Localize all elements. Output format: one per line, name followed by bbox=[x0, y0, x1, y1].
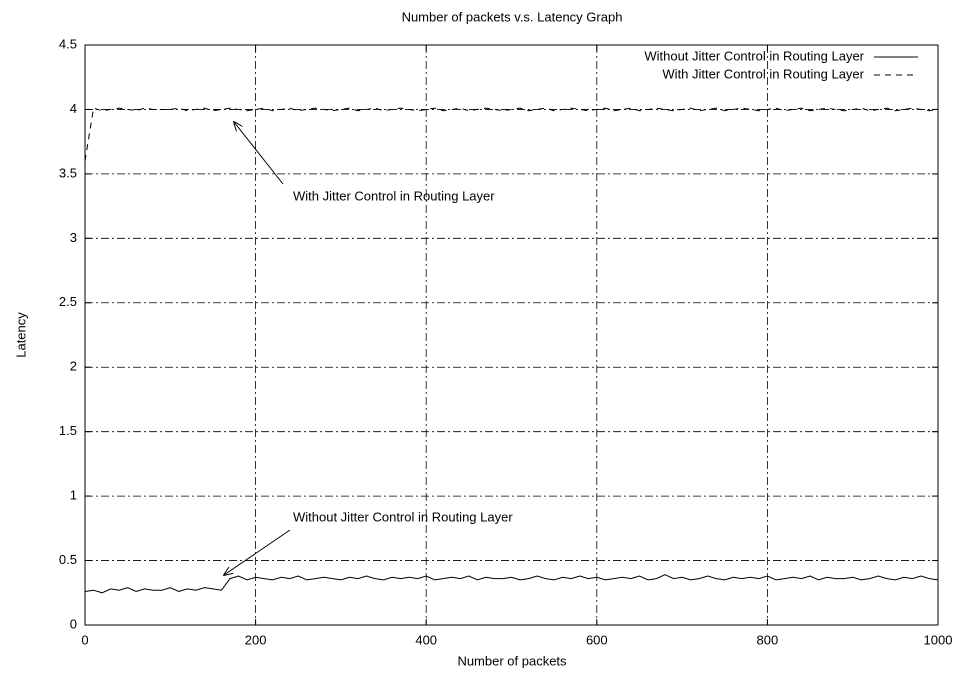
y-tick-label: 4 bbox=[70, 101, 77, 116]
y-tick-label: 4.5 bbox=[59, 36, 77, 51]
legend-label: With Jitter Control in Routing Layer bbox=[662, 66, 864, 81]
y-tick-label: 1.5 bbox=[59, 423, 77, 438]
y-axis-label: Latency bbox=[13, 312, 28, 358]
y-tick-label: 2.5 bbox=[59, 294, 77, 309]
y-tick-label: 1 bbox=[70, 488, 77, 503]
x-tick-label: 0 bbox=[81, 632, 88, 647]
plot-frame bbox=[84, 44, 939, 626]
annotation-arrow bbox=[234, 122, 284, 185]
x-tick-label: 800 bbox=[757, 632, 779, 647]
series-line bbox=[84, 107, 939, 162]
x-tick-label: 1000 bbox=[924, 632, 953, 647]
y-tick-label: 3 bbox=[70, 230, 77, 245]
annotation-arrow bbox=[224, 529, 291, 575]
x-tick-label: 200 bbox=[245, 632, 267, 647]
y-tick-label: 0.5 bbox=[59, 552, 77, 567]
x-tick-label: 600 bbox=[586, 632, 608, 647]
x-tick-label: 400 bbox=[415, 632, 437, 647]
legend-label: Without Jitter Control in Routing Layer bbox=[644, 48, 864, 63]
y-tick-label: 2 bbox=[70, 359, 77, 374]
y-tick-label: 0 bbox=[70, 616, 77, 631]
annotation: Without Jitter Control in Routing Layer bbox=[293, 509, 513, 524]
series-line bbox=[84, 574, 939, 594]
x-axis-label: Number of packets bbox=[457, 653, 567, 668]
y-tick-label: 3.5 bbox=[59, 165, 77, 180]
chart-title: Number of packets v.s. Latency Graph bbox=[402, 9, 623, 24]
annotation: With Jitter Control in Routing Layer bbox=[293, 188, 495, 203]
